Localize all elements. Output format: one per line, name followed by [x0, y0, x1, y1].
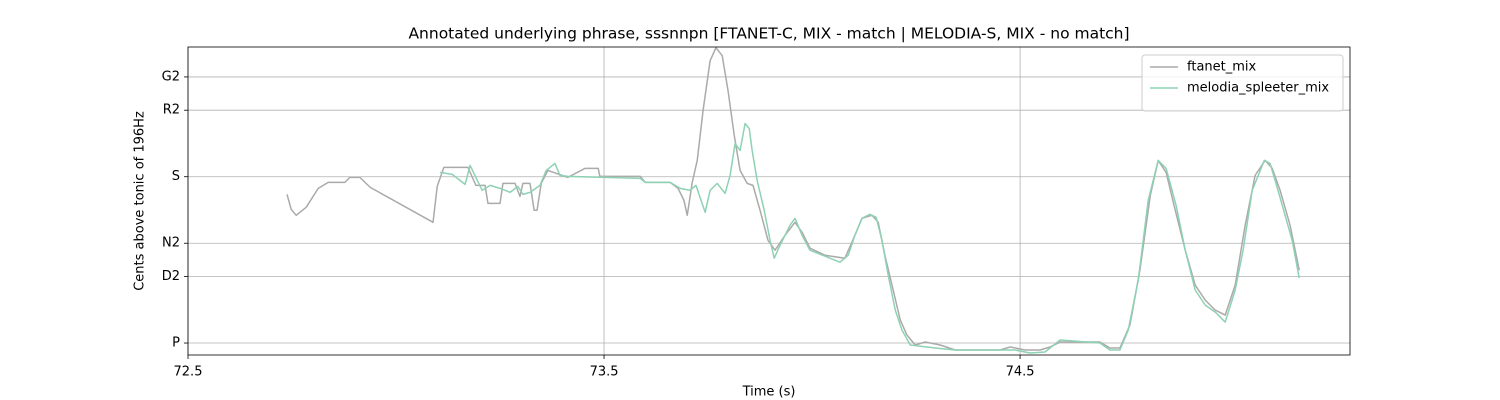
x-tick-label: 74.5: [1006, 365, 1035, 380]
y-tick-label: R2: [163, 103, 180, 118]
x-tick-label: 73.5: [590, 365, 619, 380]
x-axis-label: Time (s): [742, 385, 796, 400]
series-line: [286, 46, 1300, 351]
y-tick-label: D2: [162, 269, 180, 284]
legend-label: melodia_spleeter_mix: [1187, 81, 1329, 96]
y-tick-label: P: [172, 336, 180, 351]
legend-box: [1141, 54, 1344, 112]
lines: [286, 46, 1300, 354]
y-tick-label: S: [172, 169, 180, 184]
y-tick-label: N2: [162, 236, 180, 251]
legend: ftanet_mix melodia_spleeter_mix: [1141, 54, 1344, 112]
series-line: [439, 122, 1300, 354]
x-tick-label: 72.5: [174, 365, 203, 380]
chart-title: Annotated underlying phrase, sssnnpn [FT…: [408, 25, 1129, 43]
plot-frame: [187, 46, 1351, 356]
y-tick-label: G2: [162, 69, 180, 84]
legend-label: ftanet_mix: [1187, 60, 1257, 75]
y-axis-label: Cents above tonic of 196Hz: [133, 111, 148, 291]
